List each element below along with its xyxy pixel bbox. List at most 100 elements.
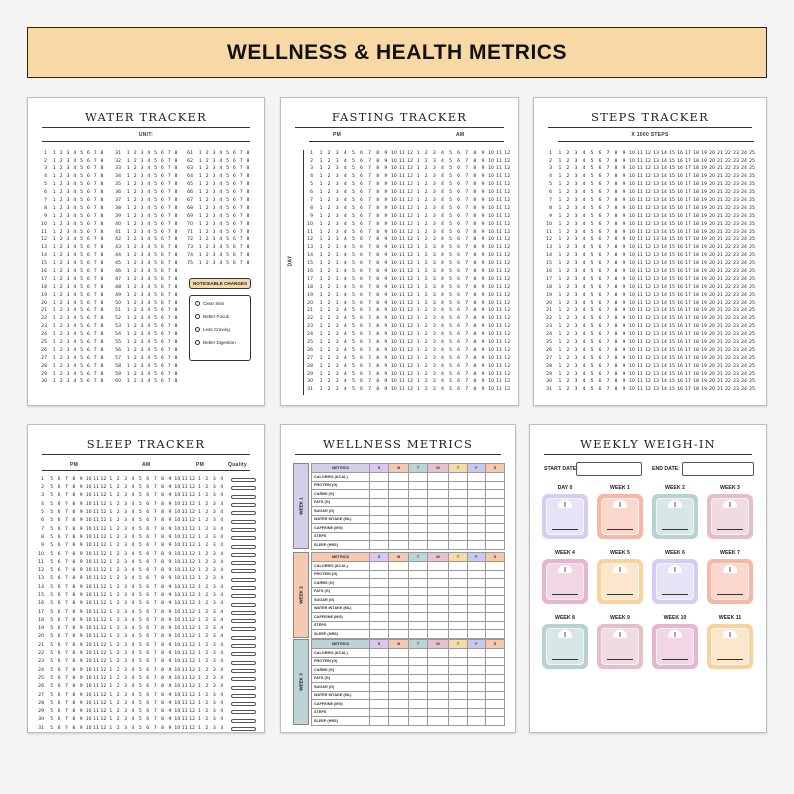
tracker-cell[interactable]: 9 [481, 347, 485, 353]
metric-cell[interactable] [387, 716, 410, 726]
scale-icon[interactable] [542, 624, 588, 669]
tracker-cell[interactable]: 4 [220, 510, 224, 516]
tracker-cell[interactable]: 11 [181, 576, 188, 582]
tracker-cell[interactable]: 4 [220, 551, 224, 557]
tracker-cell[interactable]: 1 [109, 584, 113, 590]
tracker-cell[interactable]: 1 [52, 150, 56, 156]
metric-cell[interactable] [369, 690, 389, 700]
tracker-cell[interactable]: 7 [606, 316, 610, 322]
tracker-cell[interactable]: 10 [488, 300, 494, 306]
tracker-cell[interactable]: 5 [154, 363, 158, 369]
tracker-cell[interactable]: 1 [416, 292, 420, 298]
tracker-cell[interactable]: 21 [717, 308, 723, 314]
tracker-cell[interactable]: 10 [174, 526, 181, 532]
metric-cell[interactable] [448, 682, 468, 692]
tracker-cell[interactable]: 2 [327, 182, 331, 188]
tracker-cell[interactable]: 16 [677, 166, 683, 172]
tracker-cell[interactable]: 20 [709, 174, 715, 180]
tracker-cell[interactable]: 4 [582, 340, 586, 346]
tracker-cell[interactable]: 10 [390, 355, 397, 361]
quality-pill[interactable] [231, 710, 257, 715]
tracker-cell[interactable]: 10 [390, 269, 397, 274]
tracker-cell[interactable]: 5 [449, 150, 453, 156]
tracker-cell[interactable]: 6 [160, 316, 164, 322]
tracker-cell[interactable]: 2 [205, 245, 209, 251]
tracker-cell[interactable]: 12 [645, 292, 651, 298]
tracker-cell[interactable]: 19 [701, 245, 707, 251]
tracker-cell[interactable]: 23 [733, 355, 739, 361]
tracker-cell[interactable]: 9 [168, 576, 172, 582]
tracker-cell[interactable]: 7 [153, 584, 157, 590]
tracker-cell[interactable]: 13 [653, 340, 659, 346]
tracker-cell[interactable]: 10 [85, 543, 92, 549]
tracker-cell[interactable]: 20 [709, 324, 715, 330]
tracker-cell[interactable]: 6 [146, 725, 150, 731]
tracker-cell[interactable]: 1 [126, 324, 130, 330]
tracker-cell[interactable]: 22 [725, 158, 731, 164]
tracker-cell[interactable]: 14 [661, 253, 667, 259]
tracker-cell[interactable]: 4 [147, 197, 151, 203]
tracker-cell[interactable]: 1 [319, 245, 323, 251]
tracker-cell[interactable]: 7 [167, 340, 171, 346]
tracker-cell[interactable]: 20 [709, 197, 715, 203]
tracker-cell[interactable]: 5 [449, 174, 453, 180]
tracker-cell[interactable]: 10 [629, 229, 635, 235]
tracker-cell[interactable]: 8 [72, 667, 76, 673]
tracker-cell[interactable]: 6 [160, 355, 164, 361]
tracker-cell[interactable]: 3 [124, 617, 128, 623]
tracker-cell[interactable]: 7 [465, 197, 469, 203]
tracker-cell[interactable]: 10 [390, 300, 397, 306]
tracker-cell[interactable]: 14 [661, 276, 667, 282]
tracker-cell[interactable]: 2 [566, 150, 570, 156]
tracker-cell[interactable]: 8 [376, 355, 380, 361]
tracker-cell[interactable]: 17 [685, 237, 691, 243]
tracker-cell[interactable]: 1 [319, 253, 323, 259]
tracker-cell[interactable]: 5 [154, 269, 158, 274]
tracker-cell[interactable]: 23 [733, 205, 739, 211]
metric-cell[interactable] [387, 540, 410, 550]
tracker-cell[interactable]: 3 [140, 316, 144, 322]
tracker-cell[interactable]: 3 [212, 182, 216, 188]
tracker-cell[interactable]: 8 [246, 158, 250, 164]
tracker-cell[interactable]: 6 [360, 253, 363, 259]
tracker-cell[interactable]: 8 [161, 526, 165, 532]
tracker-cell[interactable]: 17 [685, 190, 691, 196]
tracker-cell[interactable]: 4 [440, 300, 444, 306]
tracker-cell[interactable]: 12 [100, 518, 107, 524]
tracker-cell[interactable]: 6 [57, 510, 61, 516]
tracker-cell[interactable]: 6 [146, 634, 150, 640]
tracker-cell[interactable]: 7 [93, 269, 97, 274]
tracker-cell[interactable]: 22 [725, 269, 731, 274]
tracker-cell[interactable]: 4 [147, 347, 151, 353]
tracker-cell[interactable]: 11 [93, 584, 99, 590]
tracker-cell[interactable]: 9 [168, 551, 172, 557]
quality-pill[interactable] [231, 594, 257, 599]
tracker-cell[interactable]: 1 [319, 387, 323, 393]
tracker-cell[interactable]: 1 [558, 276, 562, 282]
tracker-cell[interactable]: 3 [574, 300, 578, 306]
tracker-cell[interactable]: 2 [424, 261, 428, 267]
tracker-cell[interactable]: 2 [205, 197, 209, 203]
tracker-cell[interactable]: 4 [343, 324, 347, 330]
tracker-cell[interactable]: 9 [384, 316, 388, 322]
tracker-cell[interactable]: 2 [59, 379, 63, 385]
tracker-cell[interactable]: 1 [52, 229, 56, 235]
tracker-cell[interactable]: 12 [189, 576, 196, 582]
tracker-cell[interactable]: 6 [360, 387, 363, 393]
tracker-cell[interactable]: 11 [93, 626, 99, 632]
tracker-cell[interactable]: 7 [93, 205, 97, 211]
tracker-cell[interactable]: 7 [368, 347, 372, 353]
tracker-cell[interactable]: 12 [100, 634, 107, 640]
tracker-cell[interactable]: 3 [66, 300, 70, 306]
tracker-cell[interactable]: 13 [653, 347, 659, 353]
tracker-cell[interactable]: 6 [86, 190, 90, 196]
tracker-cell[interactable]: 2 [424, 229, 428, 235]
tracker-cell[interactable]: 21 [717, 158, 723, 164]
tracker-cell[interactable]: 5 [154, 324, 158, 330]
tracker-cell[interactable]: 3 [124, 626, 128, 632]
tracker-cell[interactable]: 17 [685, 269, 691, 274]
tracker-cell[interactable]: 5 [351, 158, 355, 164]
tracker-cell[interactable]: 7 [153, 717, 157, 723]
tracker-cell[interactable]: 2 [59, 284, 63, 290]
tracker-cell[interactable]: 12 [645, 332, 651, 338]
